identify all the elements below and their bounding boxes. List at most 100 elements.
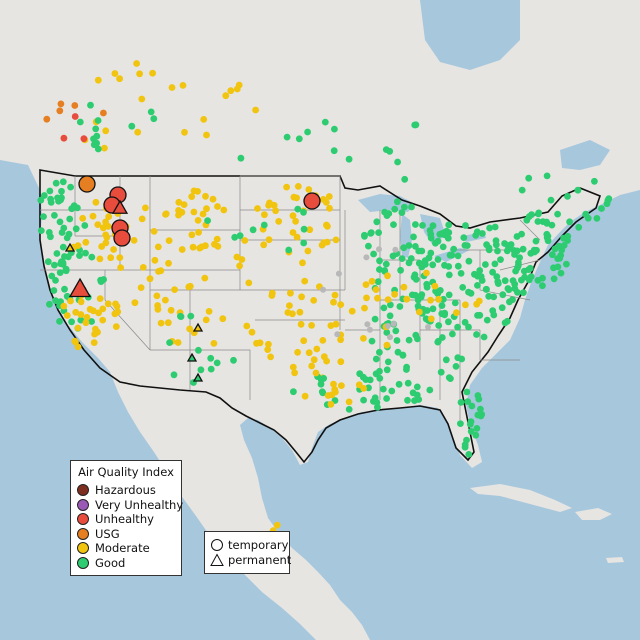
monitor-point	[294, 348, 301, 356]
monitor-point	[254, 205, 261, 212]
monitor-point	[435, 322, 443, 329]
monitor-point	[445, 291, 453, 299]
monitor-point	[76, 252, 83, 259]
monitor-point	[82, 319, 90, 327]
monitor-point	[405, 336, 413, 344]
monitor-point	[474, 282, 481, 289]
monitor-point	[472, 431, 480, 439]
legend-label-permanent: permanent	[228, 552, 292, 567]
monitor-point	[465, 323, 472, 331]
monitor-point	[501, 240, 508, 247]
legend-swatch	[77, 498, 89, 511]
monitor-point	[407, 255, 415, 262]
monitor-point	[214, 243, 222, 250]
monitor-point	[376, 367, 383, 375]
monitor-point	[535, 209, 543, 217]
monitor-point	[547, 196, 555, 204]
monitor-point	[72, 338, 79, 346]
monitor-point	[86, 305, 94, 313]
monitor-point	[166, 339, 174, 346]
monitor-point	[477, 273, 485, 280]
monitor-point	[445, 271, 453, 279]
monitor-point	[388, 387, 396, 395]
monitor-point	[345, 155, 353, 163]
monitor-point	[550, 264, 557, 272]
monitor-point	[37, 196, 45, 204]
monitor-point	[392, 327, 400, 335]
monitor-point	[82, 249, 89, 257]
monitor-point	[180, 201, 188, 209]
monitor-point	[205, 308, 213, 315]
monitor-point	[330, 147, 338, 155]
permanent-monitor	[192, 322, 204, 332]
monitor-point	[88, 318, 95, 325]
legend-label: USG	[95, 526, 120, 541]
monitor-point	[162, 211, 169, 218]
monitor-point	[296, 308, 304, 316]
monitor-point	[128, 122, 136, 130]
legend-row-very-unhealthy: Very Unhealthy	[77, 498, 183, 513]
monitor-point	[516, 254, 523, 261]
monitor-point	[504, 285, 512, 292]
monitor-point	[412, 243, 419, 250]
monitor-point	[457, 399, 465, 406]
monitor-point	[431, 282, 439, 290]
monitor-point	[391, 290, 398, 298]
permanent-monitor	[68, 277, 92, 298]
monitor-point	[260, 221, 268, 229]
monitor-point	[418, 291, 426, 299]
permanent-monitor	[64, 242, 76, 252]
monitor-point	[326, 204, 333, 212]
temporary-monitor	[303, 192, 321, 210]
monitor-point	[131, 299, 139, 307]
monitor-point	[90, 135, 97, 143]
monitor-point	[393, 337, 401, 344]
monitor-point	[539, 282, 546, 290]
monitor-point	[399, 351, 407, 359]
monitor-point	[56, 107, 64, 115]
monitor-point	[310, 356, 318, 364]
monitor-point	[463, 242, 471, 250]
monitor-point	[450, 245, 458, 253]
monitor-point	[376, 374, 384, 382]
monitor-point	[165, 259, 172, 267]
monitor-point	[394, 158, 401, 166]
monitor-point	[283, 183, 290, 191]
monitor-point	[236, 262, 244, 270]
monitor-point	[200, 116, 208, 123]
monitor-point	[209, 195, 217, 203]
monitor-point	[293, 194, 300, 202]
monitor-point	[83, 313, 91, 321]
monitor-point	[510, 247, 518, 254]
monitor-point	[419, 222, 426, 229]
monitor-point	[575, 223, 583, 231]
monitor-point	[413, 383, 421, 391]
monitor-point	[181, 128, 188, 136]
monitor-point	[451, 299, 459, 307]
temporary-monitor	[113, 229, 131, 247]
monitor-point	[425, 324, 431, 330]
monitor-point	[327, 322, 335, 329]
monitor-point	[139, 264, 147, 271]
monitor-point	[300, 337, 308, 345]
monitor-point	[214, 203, 221, 210]
monitor-point	[47, 233, 54, 241]
monitor-point	[368, 277, 376, 285]
monitor-point	[366, 326, 373, 333]
monitor-point	[491, 223, 499, 231]
monitor-point	[427, 315, 435, 323]
monitor-point	[138, 215, 146, 223]
monitor-point	[97, 276, 104, 284]
monitor-point	[188, 193, 196, 201]
monitor-point	[512, 267, 519, 275]
monitor-point	[591, 177, 598, 185]
monitor-point	[94, 221, 102, 229]
monitor-point	[81, 222, 89, 229]
monitor-point	[96, 295, 104, 302]
monitor-point	[384, 272, 391, 280]
monitor-point	[462, 222, 469, 229]
monitor-point	[72, 225, 80, 233]
monitor-point	[454, 262, 462, 270]
monitor-point	[476, 267, 484, 274]
